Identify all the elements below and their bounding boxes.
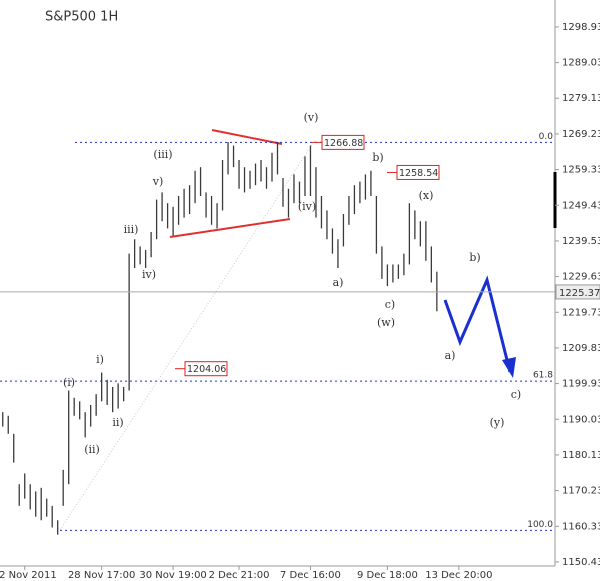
y-tick-label: 1190.03 — [562, 414, 600, 425]
fib-level-label: 61.8 — [533, 371, 553, 381]
triangle-upper — [211, 129, 283, 145]
x-tick-label: 2 Dec 21:00 — [209, 570, 270, 581]
y-tick-label: 1249.43 — [562, 200, 600, 211]
wave-label: c) — [511, 388, 521, 401]
x-tick-label: 9 Dec 18:00 — [357, 570, 418, 581]
wave-label: (ii) — [84, 443, 100, 456]
triangle-lower — [169, 218, 291, 238]
y-tick-label: 1259.33 — [562, 165, 600, 176]
wave-label: (w) — [377, 316, 395, 329]
last-price-label: 1225.37 — [559, 288, 600, 299]
price-mark-label: 1266.88 — [324, 138, 363, 149]
wave-label: (v) — [304, 111, 319, 124]
price-mark-box — [321, 134, 365, 150]
wave-label: iii) — [124, 223, 139, 236]
price-mark-label: 1258.54 — [399, 168, 438, 179]
projection-arrow — [502, 357, 516, 378]
x-tick-label: 28 Nov 17:00 — [68, 570, 135, 581]
price-mark-box — [396, 164, 440, 180]
y-tick-label: 1170.23 — [562, 486, 600, 497]
wave-label: a) — [333, 276, 344, 289]
wave-label: b) — [469, 251, 480, 264]
projection-path — [443, 275, 512, 373]
y-tick-label: 1229.63 — [562, 272, 600, 283]
x-tick-label: 7 Dec 16:00 — [280, 570, 341, 581]
price-mark-label: 1204.06 — [187, 364, 226, 375]
wave-label: i) — [96, 353, 104, 366]
wave-label: (y) — [490, 416, 505, 429]
last-price-box — [555, 284, 600, 300]
chart-title: S&P500 1H — [45, 10, 118, 25]
wave-label: c) — [385, 298, 395, 311]
fib-level-label: 0.0 — [539, 132, 554, 142]
wave-label: b) — [372, 151, 383, 164]
y-tick-label: 1279.13 — [562, 93, 600, 104]
wave-label: iv) — [142, 268, 156, 281]
y-tick-label: 1180.13 — [562, 450, 600, 461]
y-tick-label: 1160.33 — [562, 521, 600, 532]
wave-label: v) — [152, 175, 164, 188]
wave-label: (iii) — [153, 148, 172, 161]
wave-label: (i) — [63, 376, 75, 389]
x-tick-label: 30 Nov 19:00 — [139, 570, 206, 581]
y-tick-label: 1269.23 — [562, 129, 600, 140]
y-tick-label: 1150.43 — [562, 557, 600, 568]
wave-label: ii) — [112, 416, 123, 429]
x-tick-label: 22 Nov 2011 — [0, 570, 57, 581]
x-tick-label: 13 Dec 20:00 — [425, 570, 492, 581]
wave-label: (x) — [419, 189, 434, 202]
y-tick-label: 1289.03 — [562, 58, 600, 69]
wave-label: (iv) — [298, 200, 316, 213]
y-tick-label: 1209.83 — [562, 343, 600, 354]
wave-label: a) — [445, 349, 456, 362]
price-mark-box — [184, 361, 228, 377]
y-tick-label: 1239.53 — [562, 236, 600, 247]
y-tick-label: 1298.93 — [562, 22, 600, 33]
fib-level-label: 100.0 — [527, 520, 553, 530]
y-tick-label: 1219.73 — [562, 307, 600, 318]
y-tick-label: 1199.93 — [562, 379, 600, 390]
